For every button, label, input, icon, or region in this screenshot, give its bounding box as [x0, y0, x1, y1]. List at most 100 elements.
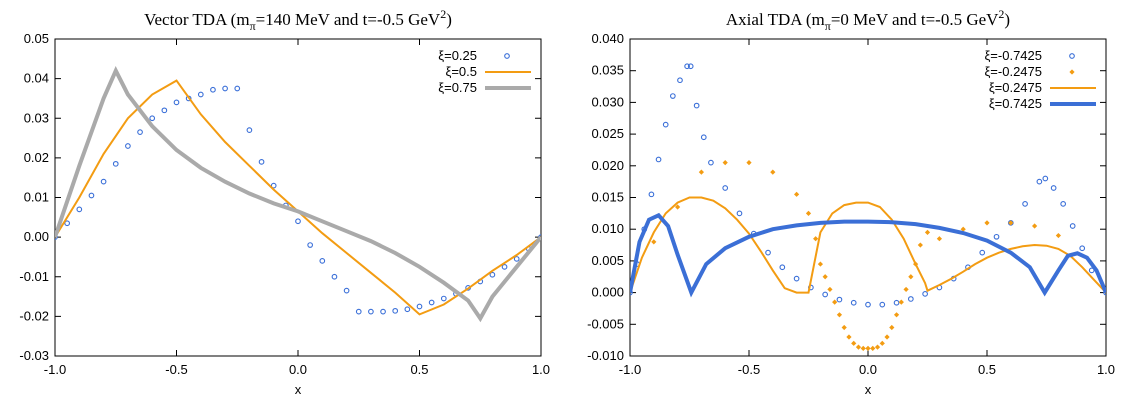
y-tick-label: -0.02: [19, 308, 49, 323]
chart-title-title-mid: =140 MeV and t=-0.5 GeV: [256, 10, 441, 29]
data-point: [693, 102, 700, 109]
data-point: [722, 185, 729, 191]
x-tick-label: -1.0: [44, 362, 66, 377]
data-point: [779, 264, 786, 271]
data-point: [908, 274, 914, 280]
data-point: [722, 160, 728, 166]
data-point: [380, 308, 386, 315]
y-tick-label: 0.04: [24, 71, 49, 86]
x-tick-label: 0.5: [978, 362, 996, 377]
x-tick-label: 0.5: [410, 362, 428, 377]
data-point: [817, 261, 823, 267]
chart-title-title-prefix: Axial TDA (m: [726, 10, 825, 29]
data-point: [865, 301, 871, 308]
data-point: [924, 229, 931, 235]
data-point: [319, 258, 326, 264]
x-tick-label: 1.0: [1097, 362, 1115, 377]
data-point: [708, 159, 714, 166]
data-point: [1032, 223, 1038, 229]
data-point: [137, 129, 143, 135]
x-tick-label: 1.0: [532, 362, 550, 377]
data-point: [655, 156, 662, 163]
data-point: [1036, 178, 1043, 185]
data-point: [793, 275, 800, 282]
data-point: [234, 85, 241, 92]
data-point: [813, 236, 819, 242]
series-1: [630, 63, 1106, 308]
chart-title-title-sub: π: [825, 19, 831, 33]
chart-title-title-sup: 2: [440, 7, 446, 21]
chart-title-title-suffix: ): [446, 10, 452, 29]
y-tick-label: -0.005: [587, 316, 624, 331]
data-point: [355, 308, 362, 315]
x-tick-label: -0.5: [165, 362, 187, 377]
x-axis-label: x: [865, 382, 872, 397]
x-tick-label: -0.5: [738, 362, 760, 377]
x-axis-label: x: [295, 382, 302, 397]
data-point: [669, 93, 676, 99]
data-point: [1079, 245, 1086, 252]
y-tick-label: 0.01: [24, 190, 49, 205]
y-tick-label: 0.025: [591, 126, 624, 141]
y-tick-label: 0.010: [591, 221, 624, 236]
data-point: [1050, 185, 1057, 191]
data-point: [770, 169, 776, 175]
chart-title: Axial TDA (mπ=0 MeV and t=-0.5 GeV2): [726, 7, 1010, 33]
data-point: [513, 256, 520, 262]
data-point: [648, 191, 655, 198]
series-4: [630, 212, 1106, 298]
y-tick-label: 0.02: [24, 150, 49, 165]
data-point: [984, 220, 990, 226]
y-tick-label: 0.000: [591, 285, 624, 300]
data-point: [860, 345, 866, 351]
data-point: [343, 287, 350, 294]
data-point: [64, 220, 70, 227]
data-point: [125, 143, 131, 149]
data-point: [794, 191, 800, 197]
data-point: [295, 218, 301, 225]
data-point: [841, 324, 847, 331]
data-point: [501, 263, 508, 270]
data-point: [884, 334, 890, 340]
data-point: [746, 160, 752, 166]
series-line: [630, 196, 1106, 294]
data-point: [836, 312, 843, 318]
data-point: [805, 210, 812, 216]
data-point: [1008, 220, 1014, 226]
x-tick-label: 0.0: [289, 362, 307, 377]
data-point: [1055, 232, 1061, 239]
series-2: [651, 160, 1061, 351]
data-point: [392, 307, 399, 314]
x-tick-label: -1.0: [619, 362, 641, 377]
data-point: [917, 242, 923, 248]
data-point: [893, 312, 900, 318]
y-tick-label: 0.005: [591, 253, 624, 268]
data-point: [822, 274, 828, 280]
data-point: [246, 127, 253, 133]
legend-marker: [1069, 53, 1075, 59]
y-tick-label: 0.05: [24, 31, 49, 46]
data-point: [173, 99, 180, 106]
data-point: [112, 160, 119, 167]
data-point: [851, 340, 857, 346]
data-point: [879, 340, 885, 346]
data-point: [428, 299, 435, 306]
y-tick-label: 0.015: [591, 190, 624, 205]
legend-label: ξ=-0.7425: [984, 48, 1042, 63]
data-point: [687, 63, 694, 70]
series-line: [55, 66, 541, 323]
data-point: [846, 334, 852, 340]
data-point: [922, 291, 928, 297]
data-point: [88, 192, 95, 199]
data-point: [677, 77, 683, 84]
y-tick-label: 0.03: [24, 110, 49, 125]
data-point: [893, 299, 900, 306]
data-point: [684, 63, 690, 70]
y-tick-label: -0.010: [587, 348, 624, 363]
data-point: [874, 344, 881, 350]
data-point: [197, 91, 204, 98]
chart-title-title-mid: =0 MeV and t=-0.5 GeV: [831, 10, 999, 29]
data-point: [700, 134, 707, 141]
data-point: [100, 178, 107, 185]
